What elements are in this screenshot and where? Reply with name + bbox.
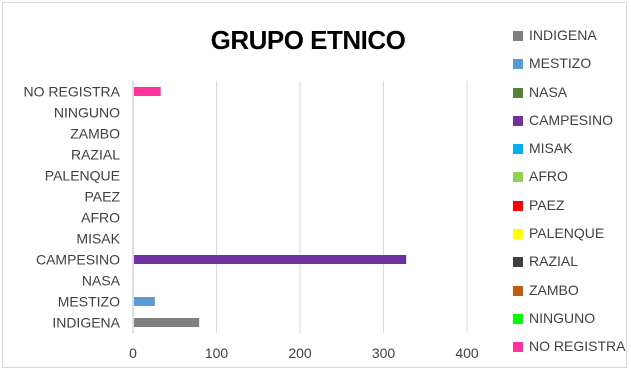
legend-item: CAMPESINO [513,110,631,138]
category-label: AFRO [81,210,120,226]
legend-label: NASA [529,83,568,100]
x-tick-label: 200 [288,345,312,361]
category-label: NO REGISTRA [24,84,121,100]
x-tick-label: 0 [129,345,137,361]
x-tick-label: 300 [372,345,396,361]
legend-label: CAMPESINO [529,111,614,128]
legend-swatch [513,257,523,268]
category-label: MISAK [76,231,120,247]
legend-swatch [513,342,523,353]
legend-item: PALENQUE [513,223,631,251]
category-label: PALENQUE [45,168,120,184]
legend-swatch [513,144,523,155]
category-label: INDIGENA [52,315,120,331]
legend-item: NO REGISTRA [513,336,631,364]
legend-item: ZAMBO [513,280,631,308]
legend-swatch [513,313,523,324]
legend-label: RAZIAL [529,253,579,270]
legend-item: MISAK [513,138,631,166]
legend-swatch [513,31,523,41]
bar-no-registra [134,87,161,96]
legend-item: PAEZ [513,195,631,223]
bar-mestizo [134,297,155,306]
legend-item: RAZIAL [513,251,631,279]
category-label: NINGUNO [54,105,120,121]
legend-swatch [513,59,523,70]
category-label: NASA [82,273,121,289]
x-tick-label: 100 [205,345,229,361]
legend-item: AFRO [513,166,631,194]
category-label: CAMPESINO [36,252,120,268]
legend-swatch [513,200,523,211]
legend-label: PALENQUE [529,225,605,242]
legend-swatch [513,115,523,126]
legend-item: NINGUNO [513,308,631,336]
legend-label: INDIGENA [529,27,597,43]
legend-item: INDIGENA [513,25,631,53]
chart-title: GRUPO ETNICO [210,25,406,55]
legend-label: MESTIZO [529,55,592,72]
legend-label: NO REGISTRA [529,338,626,355]
legend-label: AFRO [529,168,568,185]
legend: INDIGENA MESTIZO NASA CAMPESINO MISAK AFRO PAE… [513,25,631,365]
legend-swatch [513,229,523,240]
legend-label: PAEZ [529,196,565,213]
category-label: PAEZ [84,189,120,205]
category-label: RAZIAL [71,147,120,163]
chart-area: GRUPO ETNICO 0 100 200 300 400 INDIGENA MESTIZ… [2,2,627,368]
legend-item: MESTIZO [513,53,631,81]
legend-item: NASA [513,82,631,110]
bar-campesino [134,255,407,264]
legend-swatch [513,285,523,296]
category-label: ZAMBO [70,126,120,142]
legend-swatch [513,87,523,98]
bar-indigena [134,318,200,327]
legend-label: NINGUNO [529,309,596,326]
legend-label: ZAMBO [529,281,579,298]
legend-label: MISAK [529,140,573,157]
x-tick-label: 400 [455,345,479,361]
category-label: MESTIZO [58,294,120,310]
plot-area: 0 100 200 300 400 INDIGENA MESTIZO NASA CAMPESIN… [24,81,479,361]
legend-swatch [513,172,523,183]
